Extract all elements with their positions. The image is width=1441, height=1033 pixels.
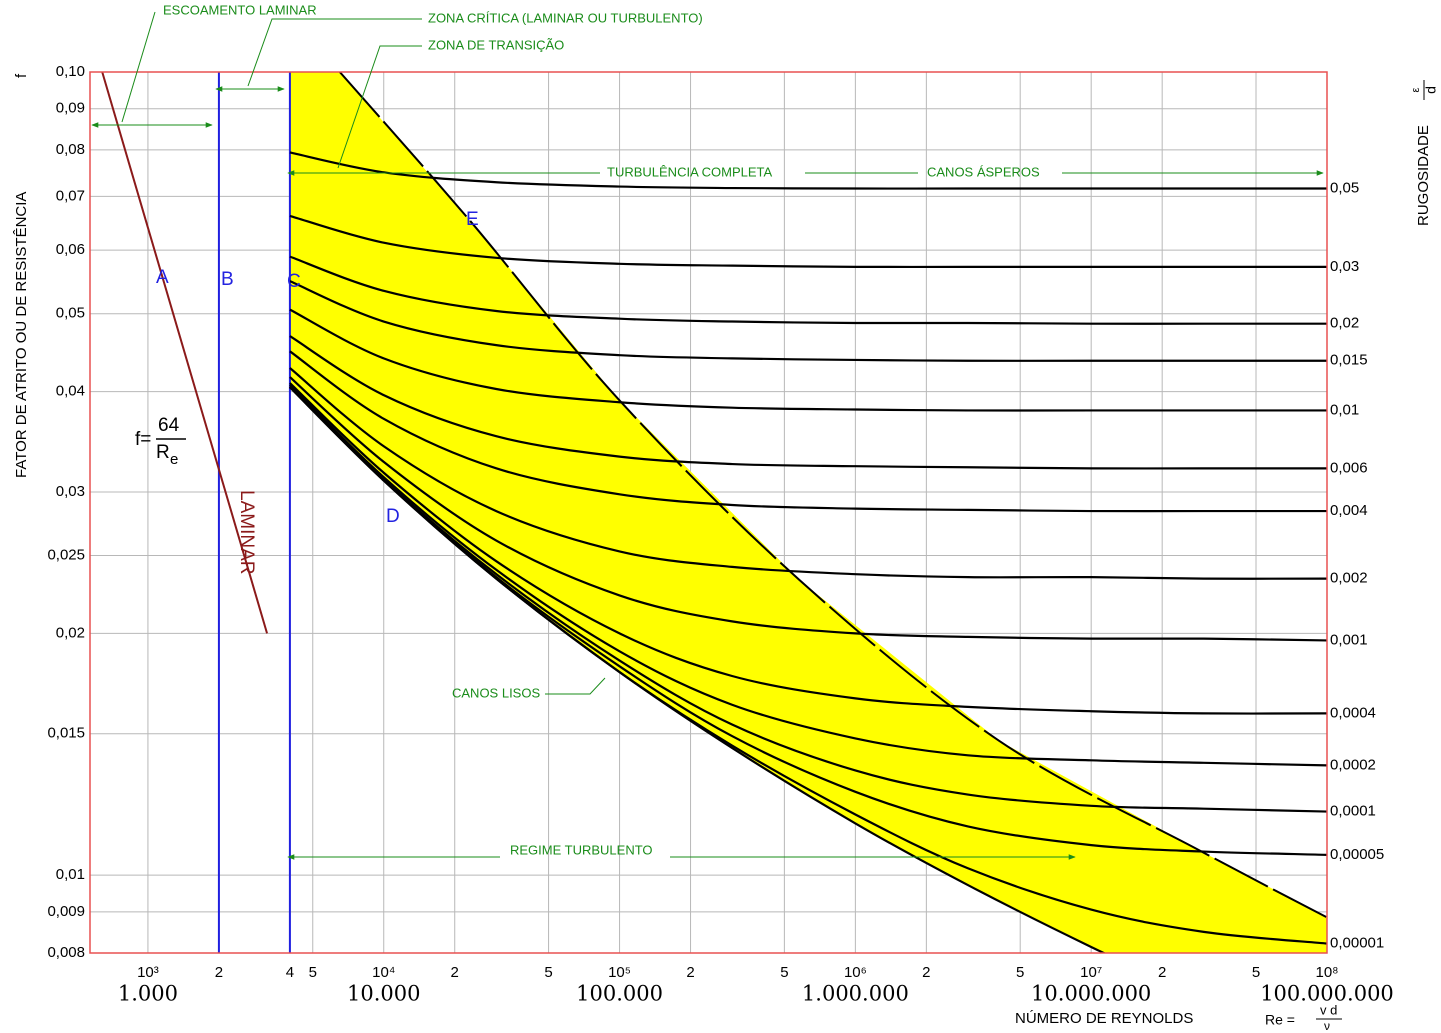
roughness-label: 0,0001	[1330, 803, 1376, 820]
roughness-curve	[289, 382, 1327, 715]
plot-area	[90, 72, 1327, 953]
roughness-curve	[289, 308, 1327, 412]
annotation: ESCOAMENTO LAMINAR	[163, 2, 317, 17]
zone-letter: A	[156, 267, 169, 288]
plot-layer	[90, 72, 1327, 953]
zone-letter: B	[221, 269, 234, 290]
x-major-label: 10.000	[347, 982, 420, 1006]
leader	[545, 677, 606, 695]
roughness-label: 0,006	[1330, 459, 1368, 476]
y-tick-label: 0,025	[47, 547, 85, 564]
leader	[121, 11, 156, 123]
roughness-label: 0,05	[1330, 179, 1359, 196]
y-tick-label: 0,015	[47, 725, 85, 742]
annotation: CANOS LISOS	[452, 685, 540, 700]
y2-axis-den: d	[1423, 86, 1439, 94]
x-tick-label: 2	[686, 964, 694, 981]
roughness-label: 0,00005	[1330, 846, 1384, 863]
y-tick-label: 0,07	[56, 187, 85, 204]
plot-frame	[89, 71, 1328, 954]
y-tick-label: 0,03	[56, 483, 85, 500]
roughness-curve	[289, 214, 1327, 269]
roughness-label: 0,03	[1330, 258, 1359, 275]
zone-letter: E	[466, 209, 479, 230]
x-tick-label: 2	[215, 964, 223, 981]
x-tick-label: 10⁸	[1315, 964, 1338, 981]
formula-den: R	[156, 442, 170, 463]
formula-lhs: f=	[135, 429, 151, 450]
annotation: ZONA DE TRANSIÇÃO	[428, 37, 564, 52]
x-tick-label: 5	[1252, 964, 1260, 981]
x-tick-label: 2	[922, 964, 930, 981]
y-tick-label: 0,008	[47, 944, 85, 961]
laminar-label: LAMINAR	[236, 490, 257, 574]
y-tick-label: 0,06	[56, 241, 85, 258]
x-tick-label: 5	[1016, 964, 1024, 981]
y-tick-label: 0,02	[56, 624, 85, 641]
y-tick-label: 0,08	[56, 141, 85, 158]
roughness-curve	[289, 386, 1107, 953]
roughness-curve	[289, 280, 1327, 362]
laminar-line	[101, 72, 269, 634]
roughness-label: 0,01	[1330, 401, 1359, 418]
roughness-curve	[289, 376, 1327, 642]
zone-letter: C	[287, 271, 301, 292]
complete-turbulence-boundary	[339, 72, 1327, 919]
x-major-label: 100.000	[576, 982, 663, 1006]
x-axis-formula: Re =	[1265, 1012, 1295, 1028]
roughness-label: 0,02	[1330, 315, 1359, 332]
leader	[247, 18, 422, 87]
x-axis-num: v d	[1320, 1002, 1337, 1017]
x-tick-label: 10³	[137, 964, 159, 981]
annotation: CANOS ÁSPEROS	[927, 164, 1040, 179]
x-tick-label: 10⁷	[1080, 964, 1102, 981]
x-tick-label: 5	[780, 964, 788, 981]
x-major-label: 10.000.000	[1031, 982, 1151, 1006]
roughness-label: 0,015	[1330, 352, 1368, 369]
x-tick-label: 10⁵	[608, 964, 631, 981]
x-tick-label: 10⁴	[372, 964, 395, 981]
leader	[337, 45, 422, 169]
roughness-label: 0,004	[1330, 502, 1368, 519]
x-major-label: 1.000.000	[802, 982, 909, 1006]
x-tick-label: 4	[286, 964, 294, 981]
y-tick-label: 0,04	[56, 383, 85, 400]
roughness-label: 0,001	[1330, 631, 1368, 648]
x-tick-label: 10⁶	[844, 964, 867, 981]
roughness-curve	[289, 151, 1327, 190]
annotation: ZONA CRÍTICA (LAMINAR OU TURBULENTO)	[428, 10, 703, 25]
x-tick-label: 5	[544, 964, 552, 981]
y-tick-label: 0,05	[56, 305, 85, 322]
y-tick-label: 0,009	[47, 903, 85, 920]
x-axis-label: NÚMERO DE REYNOLDS	[1015, 1010, 1193, 1027]
roughness-label: 0,0002	[1330, 756, 1376, 773]
x-major-label: 1.000	[118, 982, 178, 1006]
y2-axis-label: RUGOSIDADE	[1415, 125, 1432, 226]
annotation: REGIME TURBULENTO	[510, 842, 653, 857]
formula-sub: e	[170, 451, 178, 468]
roughness-curve	[289, 383, 1327, 767]
x-tick-label: 5	[309, 964, 317, 981]
roughness-label: 0,0004	[1330, 704, 1376, 721]
x-axis-den: ν	[1324, 1019, 1330, 1033]
annotation: TURBULÊNCIA COMPLETA	[607, 164, 773, 179]
zone-letter: D	[386, 506, 400, 527]
x-tick-label: 2	[1158, 964, 1166, 981]
x-tick-label: 2	[451, 964, 459, 981]
roughness-curve	[289, 350, 1327, 513]
y2-axis-num: ε	[1410, 87, 1422, 92]
formula-num: 64	[158, 415, 180, 436]
roughness-label: 0,002	[1330, 570, 1368, 587]
roughness-label: 0,00001	[1330, 935, 1384, 952]
roughness-curve	[289, 335, 1327, 470]
y-axis-symbol: f	[13, 73, 30, 78]
transition-zone	[289, 72, 1327, 953]
roughness-curve	[289, 255, 1327, 325]
y-tick-label: 0,01	[56, 866, 85, 883]
y-tick-label: 0,10	[56, 63, 85, 80]
y-axis-label: FATOR DE ATRITO OU DE RESISTÊNCIA	[13, 192, 30, 478]
y-tick-label: 0,09	[56, 100, 85, 117]
x-major-label: 100.000.000	[1260, 982, 1394, 1006]
